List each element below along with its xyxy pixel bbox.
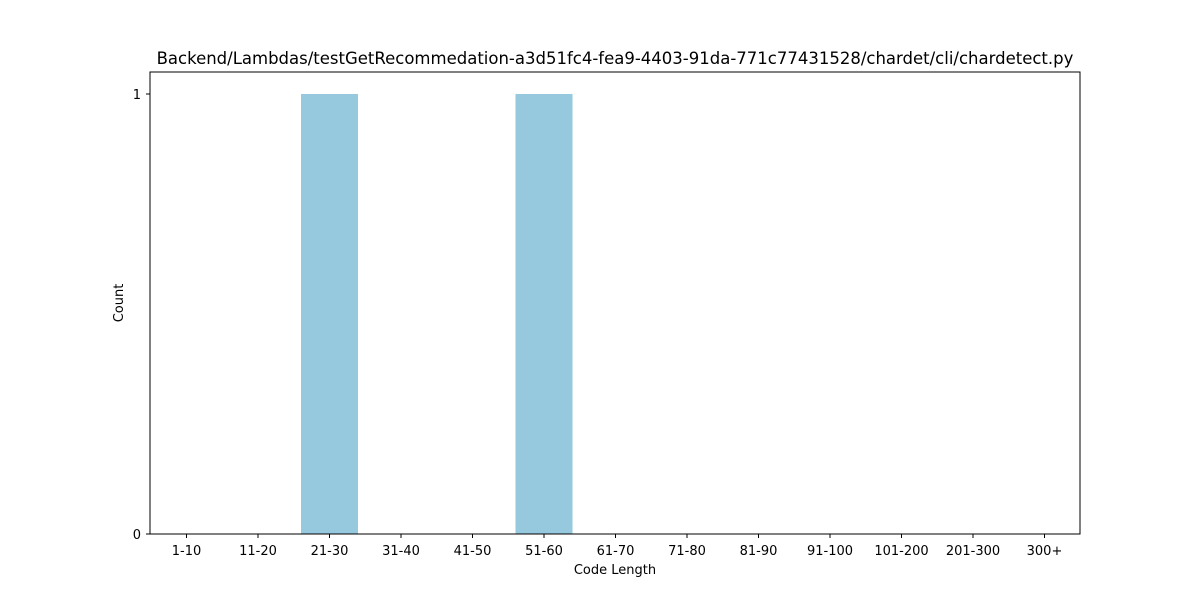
x-tick-label: 31-40 bbox=[382, 544, 420, 559]
bar-21-30 bbox=[301, 94, 358, 534]
y-tick-label: 0 bbox=[133, 528, 141, 543]
x-tick-label: 61-70 bbox=[597, 544, 635, 559]
y-axis-label: Count bbox=[112, 284, 127, 323]
y-tick-label: 1 bbox=[133, 88, 141, 103]
x-tick-label: 81-90 bbox=[740, 544, 778, 559]
x-axis: 1-10 11-20 21-30 31-40 41-50 51-60 61-70 71-80 8… bbox=[172, 534, 1063, 559]
bars-group bbox=[301, 94, 573, 534]
x-tick-label: 71-80 bbox=[668, 544, 706, 559]
x-tick-label: 101-200 bbox=[874, 544, 928, 559]
x-tick-label: 201-300 bbox=[946, 544, 1000, 559]
chart-title: Backend/Lambdas/testGetRecommedation-a3d… bbox=[157, 49, 1074, 68]
x-tick-label: 41-50 bbox=[454, 544, 492, 559]
bar-51-60 bbox=[515, 94, 573, 534]
x-tick-label: 11-20 bbox=[239, 544, 277, 559]
x-tick-label: 300+ bbox=[1027, 544, 1063, 559]
x-axis-label: Code Length bbox=[574, 563, 656, 578]
y-axis: 01 bbox=[133, 88, 150, 543]
x-tick-label: 51-60 bbox=[525, 544, 563, 559]
x-tick-label: 1-10 bbox=[172, 544, 202, 559]
x-tick-label: 91-100 bbox=[807, 544, 853, 559]
x-tick-label: 21-30 bbox=[311, 544, 349, 559]
plot-frame bbox=[149, 71, 1081, 535]
